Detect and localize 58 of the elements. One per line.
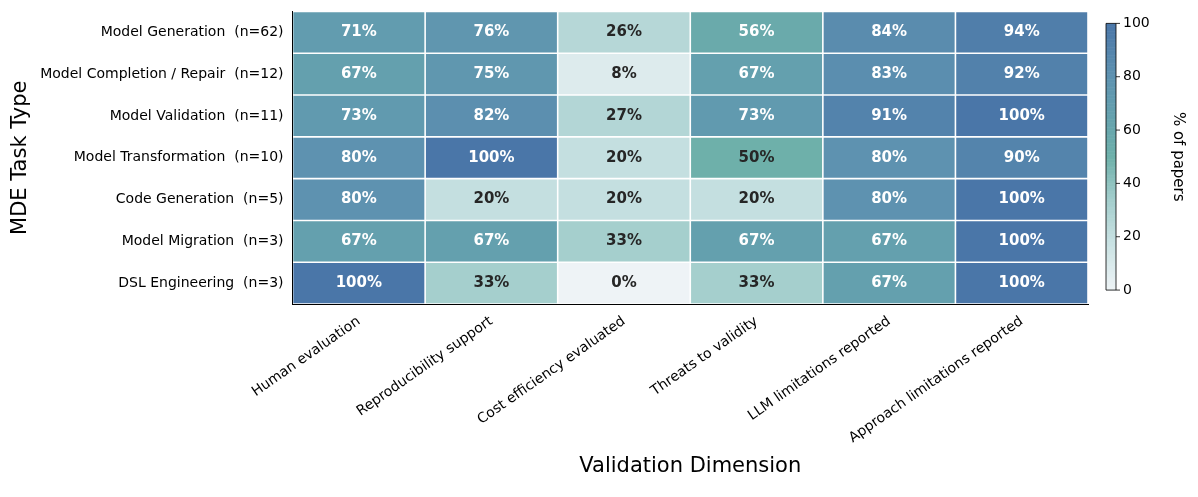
data-label: 0% xyxy=(611,273,637,292)
data-label: 67% xyxy=(738,231,775,250)
data-label: 80% xyxy=(340,189,377,208)
data-label: 20% xyxy=(473,189,510,208)
data-label: 67% xyxy=(473,231,510,250)
color-bar-label: 100 xyxy=(1123,14,1150,31)
data-label: 56% xyxy=(738,22,775,41)
y-tick-label: Model Completion / Repair (n=12) xyxy=(40,64,284,81)
data-label: 84% xyxy=(871,22,908,41)
y-tick-label: Code Generation (n=5) xyxy=(115,190,284,207)
data-label: 100% xyxy=(468,147,515,166)
y-axis-title: MDE Task Type xyxy=(7,80,32,235)
data-label: 100% xyxy=(998,273,1045,292)
data-label: 67% xyxy=(871,273,908,292)
data-label: 94% xyxy=(1003,22,1040,41)
color-bar-title: % of papers xyxy=(1170,111,1189,202)
y-tick-label: DSL Engineering (n=3) xyxy=(118,273,284,290)
x-axis-title: Validation Dimension xyxy=(579,452,802,477)
data-label: 92% xyxy=(1003,64,1040,83)
data-label: 20% xyxy=(606,189,642,208)
data-label: 83% xyxy=(871,64,908,83)
y-tick-label: Model Transformation (n=10) xyxy=(73,148,284,165)
data-label: 80% xyxy=(871,147,908,166)
data-label: 67% xyxy=(738,64,775,83)
data-label: 33% xyxy=(606,231,642,250)
y-tick-label: Model Validation (n=11) xyxy=(109,106,284,123)
data-label: 82% xyxy=(473,105,510,124)
color-bar-label: 0 xyxy=(1123,280,1132,297)
data-label: 75% xyxy=(473,64,510,83)
data-label: 26% xyxy=(606,22,642,41)
data-label: 50% xyxy=(738,147,775,166)
data-label: 100% xyxy=(998,189,1045,208)
color-bar-label: 60 xyxy=(1123,120,1141,137)
y-tick-label: Model Migration (n=3) xyxy=(121,232,284,248)
y-tick-label: Model Generation (n=62) xyxy=(100,22,284,39)
data-label: 20% xyxy=(606,147,642,166)
data-label: 71% xyxy=(340,22,377,41)
data-label: 80% xyxy=(871,189,908,208)
data-label: 76% xyxy=(473,22,510,41)
data-label: 33% xyxy=(738,273,775,292)
data-label: 100% xyxy=(335,273,383,292)
color-bar-label: 40 xyxy=(1123,174,1141,191)
data-label: 67% xyxy=(340,231,377,250)
color-bar-label: 20 xyxy=(1123,227,1141,244)
data-label: 67% xyxy=(871,231,908,250)
data-label: 90% xyxy=(1003,147,1040,166)
data-label: 91% xyxy=(871,105,908,124)
data-label: 100% xyxy=(998,231,1045,250)
data-label: 73% xyxy=(340,105,377,124)
color-bar-label: 80 xyxy=(1123,67,1141,84)
data-label: 100% xyxy=(998,105,1045,124)
data-label: 33% xyxy=(473,273,510,292)
data-label: 73% xyxy=(738,105,775,124)
data-label: 8% xyxy=(611,64,637,83)
data-label: 20% xyxy=(738,189,775,208)
data-label: 67% xyxy=(340,64,377,83)
data-label: 27% xyxy=(606,105,642,124)
data-label: 80% xyxy=(340,147,377,166)
